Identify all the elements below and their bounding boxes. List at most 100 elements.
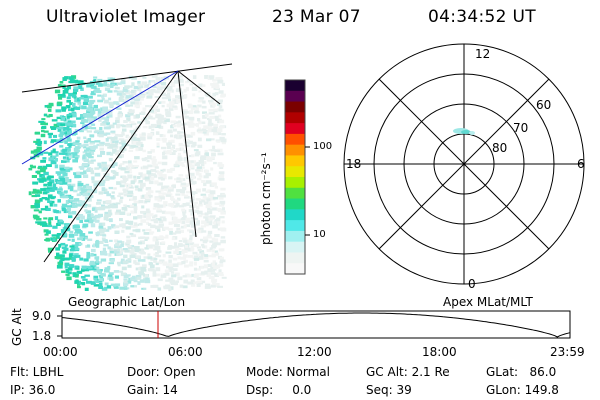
image-pixel	[67, 267, 73, 271]
image-pixel	[97, 78, 103, 82]
image-pixel	[155, 190, 162, 193]
image-pixel	[108, 157, 113, 162]
image-pixel	[188, 104, 193, 109]
image-pixel	[74, 129, 80, 132]
image-pixel	[32, 191, 38, 194]
image-pixel	[79, 97, 84, 100]
image-pixel	[158, 224, 163, 228]
image-pixel	[37, 166, 41, 170]
image-pixel	[84, 219, 90, 222]
image-pixel	[186, 79, 190, 82]
image-pixel	[130, 136, 137, 141]
image-pixel	[138, 172, 143, 176]
colorbar-frame	[284, 79, 306, 275]
image-pixel	[123, 148, 127, 151]
image-pixel	[189, 205, 195, 208]
image-pixel	[218, 197, 224, 200]
image-pixel	[218, 99, 223, 103]
image-pixel	[166, 265, 172, 269]
mlt-label-0: 0	[468, 277, 476, 291]
image-pixel	[188, 281, 194, 285]
image-pixel	[141, 287, 145, 290]
image-pixel	[183, 88, 187, 93]
image-pixel	[186, 176, 191, 180]
image-pixel	[165, 284, 171, 289]
image-pixel	[202, 100, 206, 104]
image-pixel	[119, 270, 124, 273]
image-pixel	[100, 107, 104, 112]
status-filter: Flt: LBHL	[10, 365, 64, 379]
image-pixel	[68, 211, 72, 215]
image-pixel	[177, 256, 181, 260]
image-pixel	[123, 280, 128, 284]
image-pixel	[73, 205, 78, 208]
image-pixel	[202, 156, 207, 160]
image-pixel	[93, 79, 97, 82]
image-pixel	[156, 208, 162, 211]
image-pixel	[219, 216, 225, 219]
image-pixel	[206, 273, 212, 277]
image-pixel	[187, 121, 194, 125]
image-pixel	[203, 245, 208, 249]
image-pixel	[203, 175, 209, 179]
image-pixel	[47, 247, 54, 251]
image-pixel	[218, 174, 225, 179]
image-pixel	[61, 117, 66, 121]
image-pixel	[208, 275, 215, 280]
image-pixel	[74, 248, 80, 251]
image-pixel	[159, 134, 164, 138]
image-pixel	[87, 138, 92, 142]
image-pixel	[181, 178, 186, 182]
image-pixel	[178, 83, 184, 87]
image-pixel	[157, 182, 163, 186]
image-pixel	[61, 138, 66, 143]
image-pixel	[77, 182, 84, 187]
status-gain: Gain: 14	[127, 383, 178, 397]
image-pixel	[168, 287, 172, 292]
image-pixel	[121, 241, 125, 246]
image-pixel	[138, 251, 145, 254]
image-pixel	[89, 119, 94, 124]
image-pixel	[116, 107, 122, 110]
image-pixel	[215, 252, 220, 256]
image-pixel	[65, 257, 70, 261]
image-pixel	[57, 122, 63, 126]
image-pixel	[78, 200, 83, 204]
image-pixel	[134, 185, 139, 188]
image-pixel	[49, 179, 55, 184]
image-pixel	[201, 105, 207, 109]
image-pixel	[140, 219, 146, 223]
image-pixel	[39, 198, 43, 202]
image-pixel	[104, 213, 109, 218]
image-pixel	[218, 171, 225, 175]
timeline-y-axis-label: GC Alt	[10, 308, 24, 346]
image-pixel	[125, 134, 129, 139]
image-pixel	[214, 186, 218, 189]
image-pixel	[56, 233, 61, 236]
image-pixel	[80, 276, 86, 279]
image-pixel	[177, 220, 181, 224]
image-pixel	[74, 232, 79, 236]
image-pixel	[119, 184, 125, 188]
image-pixel	[89, 99, 96, 103]
image-pixel	[93, 217, 97, 221]
image-pixel	[133, 260, 137, 264]
image-pixel	[153, 218, 158, 222]
image-pixel	[98, 274, 103, 278]
image-pixel	[35, 205, 39, 209]
image-pixel	[117, 240, 122, 243]
image-pixel	[116, 149, 122, 153]
image-pixel	[44, 205, 49, 209]
image-pixel	[131, 97, 135, 101]
image-pixel	[150, 173, 156, 177]
timeline-right-label: Apex MLat/MLT	[443, 295, 533, 309]
image-pixel	[48, 134, 52, 139]
image-pixel	[38, 210, 42, 214]
image-pixel	[121, 223, 126, 227]
image-pixel	[133, 209, 138, 214]
image-pixel	[212, 103, 216, 107]
image-pixel	[67, 167, 73, 171]
image-pixel	[209, 215, 216, 218]
image-pixel	[173, 205, 177, 208]
image-pixel	[199, 98, 204, 102]
